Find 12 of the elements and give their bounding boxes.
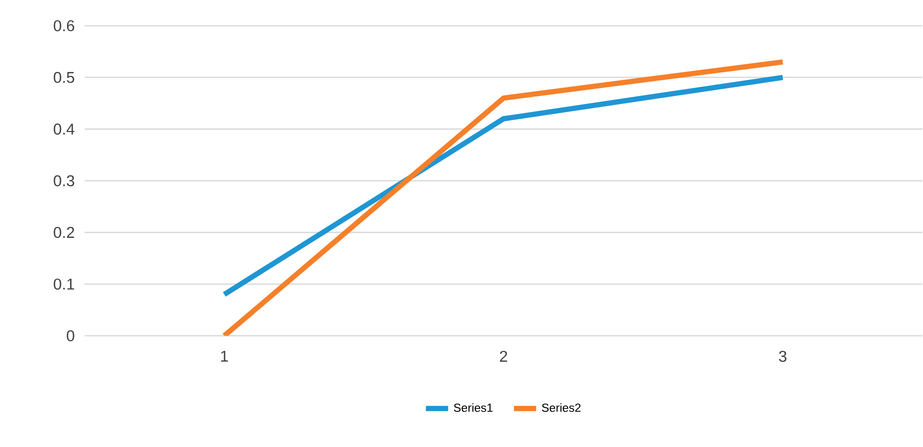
legend-label: Series2 — [542, 403, 581, 412]
legend-label: Series1 — [454, 403, 493, 412]
y-tick-label: 0.4 — [54, 124, 74, 135]
y-tick-label: 0.2 — [54, 227, 74, 238]
x-tick-label: 1 — [221, 351, 228, 362]
y-tick-label: 0.6 — [54, 20, 74, 32]
y-tick-label: 0.1 — [54, 278, 74, 290]
x-tick-label: 3 — [778, 351, 786, 362]
y-tick-label: 0.5 — [54, 72, 74, 84]
x-tick-label: 2 — [500, 351, 508, 362]
y-tick-label: 0 — [66, 330, 74, 342]
y-tick-label: 0.3 — [54, 175, 74, 187]
